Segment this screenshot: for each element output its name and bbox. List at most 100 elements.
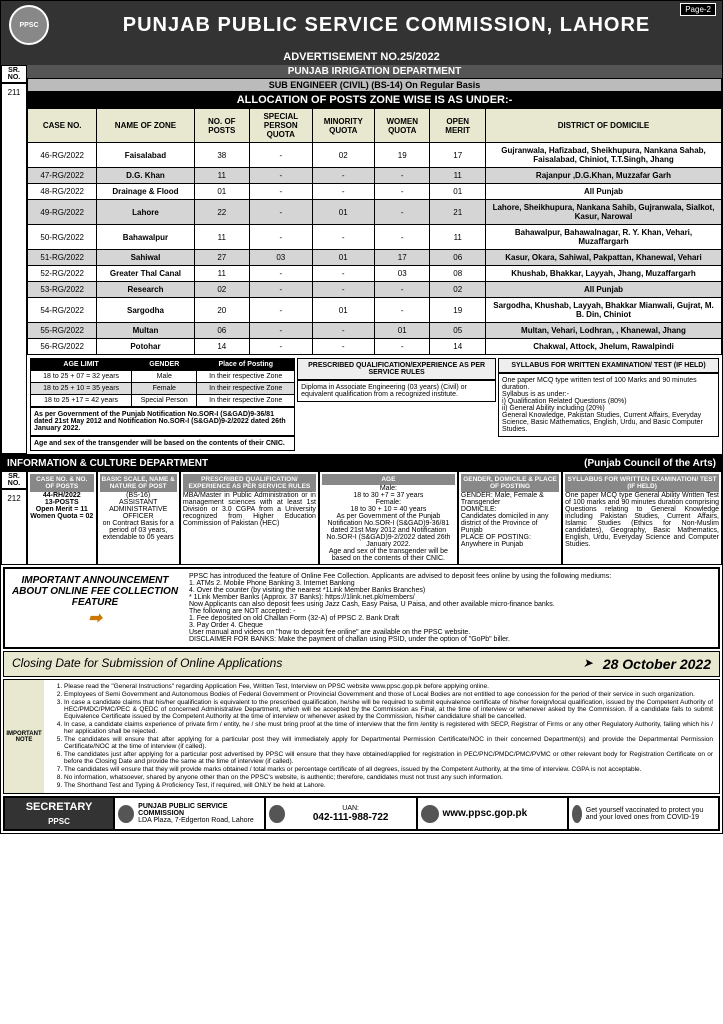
notes-list: Please read the "General Instructions" r… [50, 683, 713, 789]
table-cell: 50-RG/2022 [28, 225, 97, 250]
qualification-text: Diploma in Associate Engineering (03 yea… [297, 380, 496, 402]
table-cell: Lahore [97, 200, 194, 225]
table-cell: 46-RG/2022 [28, 143, 97, 168]
qualification-h: PRESCRIBED QUALIFICATION/EXPERIENCE AS P… [297, 358, 496, 380]
allocation-header: ALLOCATION OF POSTS ZONE WISE IS AS UNDE… [27, 92, 722, 108]
secretary-cell: SECRETARY PPSC [4, 797, 114, 830]
g212-h5: GENDER, DOMICILE & PLACE OF POSTING [461, 474, 559, 492]
dept2-subname: (Punjab Council of the Arts) [362, 458, 717, 469]
announcement-box: IMPORTANT ANNOUNCEMENT ABOUT ONLINE FEE … [3, 567, 720, 649]
note-item: The Shorthand Test and Typing & Proficie… [64, 782, 713, 789]
table-cell: - [312, 266, 374, 282]
table-cell: - [374, 298, 430, 323]
table-cell: Rajanpur ,D.G.Khan, Muzzafar Garh [486, 168, 722, 184]
g212-h6: SYLLABUS FOR WRITTEN EXAMINATION/ TEST (… [565, 474, 719, 492]
info-grid-211: AGE LIMIT GENDER Place of Posting 18 to … [27, 355, 722, 454]
arrow-icon-2: ➤ [583, 656, 593, 672]
table-cell: - [312, 225, 374, 250]
table-cell: 17 [430, 143, 486, 168]
advertisement-no: ADVERTISEMENT NO.25/2022 [1, 49, 722, 65]
header-title: PUNJAB PUBLIC SERVICE COMMISSION, LAHORE [59, 14, 714, 37]
table-cell: - [374, 200, 430, 225]
page-root: PPSC PUNJAB PUBLIC SERVICE COMMISSION, L… [0, 0, 723, 834]
table-cell: 11 [430, 225, 486, 250]
announcement-title: IMPORTANT ANNOUNCEMENT ABOUT ONLINE FEE … [5, 569, 185, 647]
table-row: 49-RG/2022Lahore22-01-21Lahore, Sheikhup… [28, 200, 722, 225]
building-icon [118, 805, 134, 823]
table-cell: 38 [194, 143, 250, 168]
table-cell: All Punjab [486, 282, 722, 298]
table-cell: - [312, 168, 374, 184]
section-211: SR. NO. 211 PUNJAB IRRIGATION DEPARTMENT… [1, 65, 722, 454]
col-women: WOMEN QUOTA [374, 109, 430, 143]
table-cell: 01 [430, 184, 486, 200]
sr-no-header-2: SR. NO. [1, 471, 27, 489]
table-cell: 01 [312, 250, 374, 266]
table-cell: 55-RG/2022 [28, 323, 97, 339]
g212-h2: BASIC SCALE, NAME & NATURE OF POST [100, 474, 177, 492]
col-open: OPEN MERIT [430, 109, 486, 143]
age-cell: 18 to 25 + 07 = 32 years [31, 371, 132, 383]
table-cell: 08 [430, 266, 486, 282]
table-cell: 02 [312, 143, 374, 168]
page-number-badge: Page-2 [680, 3, 716, 16]
note-item: In case a candidate claims that his/her … [64, 699, 713, 720]
g212-c4: Male: 18 to 30 +7 = 37 years Female: 18 … [322, 485, 455, 562]
table-row: 48-RG/2022Drainage & Flood01---01All Pun… [28, 184, 722, 200]
table-header-row: CASE NO. NAME OF ZONE NO. OF POSTS SPECI… [28, 109, 722, 143]
table-cell: 17 [374, 250, 430, 266]
table-cell: 03 [250, 250, 312, 266]
table-cell: 11 [194, 266, 250, 282]
table-cell: Sargodha [97, 298, 194, 323]
vaccine-cell: Get yourself vaccinated to protect you a… [568, 797, 719, 830]
note-item: In case, a candidate claims experience o… [64, 721, 713, 735]
table-cell: Greater Thal Canal [97, 266, 194, 282]
table-row: 53-RG/2022Research02---02All Punjab [28, 282, 722, 298]
syllabus-text: One paper MCQ type written test of 100 M… [498, 373, 719, 437]
table-cell: 47-RG/2022 [28, 168, 97, 184]
col-domicile: DISTRICT OF DOMICILE [486, 109, 722, 143]
table-cell: 54-RG/2022 [28, 298, 97, 323]
sr-no-212: 212 [1, 489, 27, 565]
address-cell: PUNJAB PUBLIC SERVICE COMMISSIONLDA Plaz… [114, 797, 265, 830]
table-cell: 14 [194, 339, 250, 355]
table-cell: - [250, 323, 312, 339]
table-cell: - [250, 143, 312, 168]
age-limit-h: AGE LIMIT [31, 359, 132, 371]
table-cell: 21 [430, 200, 486, 225]
table-cell: 11 [430, 168, 486, 184]
note-item: The candidates just after applying for a… [64, 751, 713, 765]
table-row: 55-RG/2022Multan06--0105Multan, Vehari, … [28, 323, 722, 339]
note-item: Please read the "General Instructions" r… [64, 683, 713, 690]
col-minority: MINORITY QUOTA [312, 109, 374, 143]
phone-cell: UAN:042-111-988-722 [265, 797, 416, 830]
age-cell: Special Person [132, 395, 197, 407]
table-cell: Bahawalpur, Bahawalnagar, R. Y. Khan, Ve… [486, 225, 722, 250]
table-cell: - [250, 266, 312, 282]
table-cell: 49-RG/2022 [28, 200, 97, 225]
footer-bar: SECRETARY PPSC PUNJAB PUBLIC SERVICE COM… [3, 796, 720, 831]
col-zone: NAME OF ZONE [97, 109, 194, 143]
place-h: Place of Posting [197, 359, 295, 371]
g212-c2: (BS-16) ASSISTANT ADMINISTRATIVE OFFICER… [100, 492, 177, 541]
table-cell: 51-RG/2022 [28, 250, 97, 266]
arrow-icon: ➡ [88, 610, 101, 627]
g212-h4: AGE [322, 474, 455, 485]
table-cell: 19 [430, 298, 486, 323]
sr-no-header: SR. NO. [1, 65, 27, 83]
table-cell: 01 [194, 184, 250, 200]
announcement-body: PPSC has introduced the feature of Onlin… [185, 569, 718, 647]
table-cell: 02 [194, 282, 250, 298]
g212-c3: MBA/Master in Public Administration or i… [183, 492, 316, 527]
table-cell: - [374, 184, 430, 200]
table-cell: - [312, 339, 374, 355]
table-cell: Chakwal, Attock, Jhelum, Rawalpindi [486, 339, 722, 355]
table-cell: - [250, 200, 312, 225]
table-cell: Khushab, Bhakkar, Layyah, Jhang, Muzaffa… [486, 266, 722, 282]
table-cell: 01 [374, 323, 430, 339]
table-cell: Multan, Vehari, Lodhran, , Khanewal, Jha… [486, 323, 722, 339]
closing-label: Closing Date for Submission of Online Ap… [12, 656, 573, 672]
important-notes-box: IMPORTANT NOTE Please read the "General … [3, 679, 720, 794]
table-row: 54-RG/2022Sargodha20-01-19Sargodha, Khus… [28, 298, 722, 323]
table-cell: 53-RG/2022 [28, 282, 97, 298]
